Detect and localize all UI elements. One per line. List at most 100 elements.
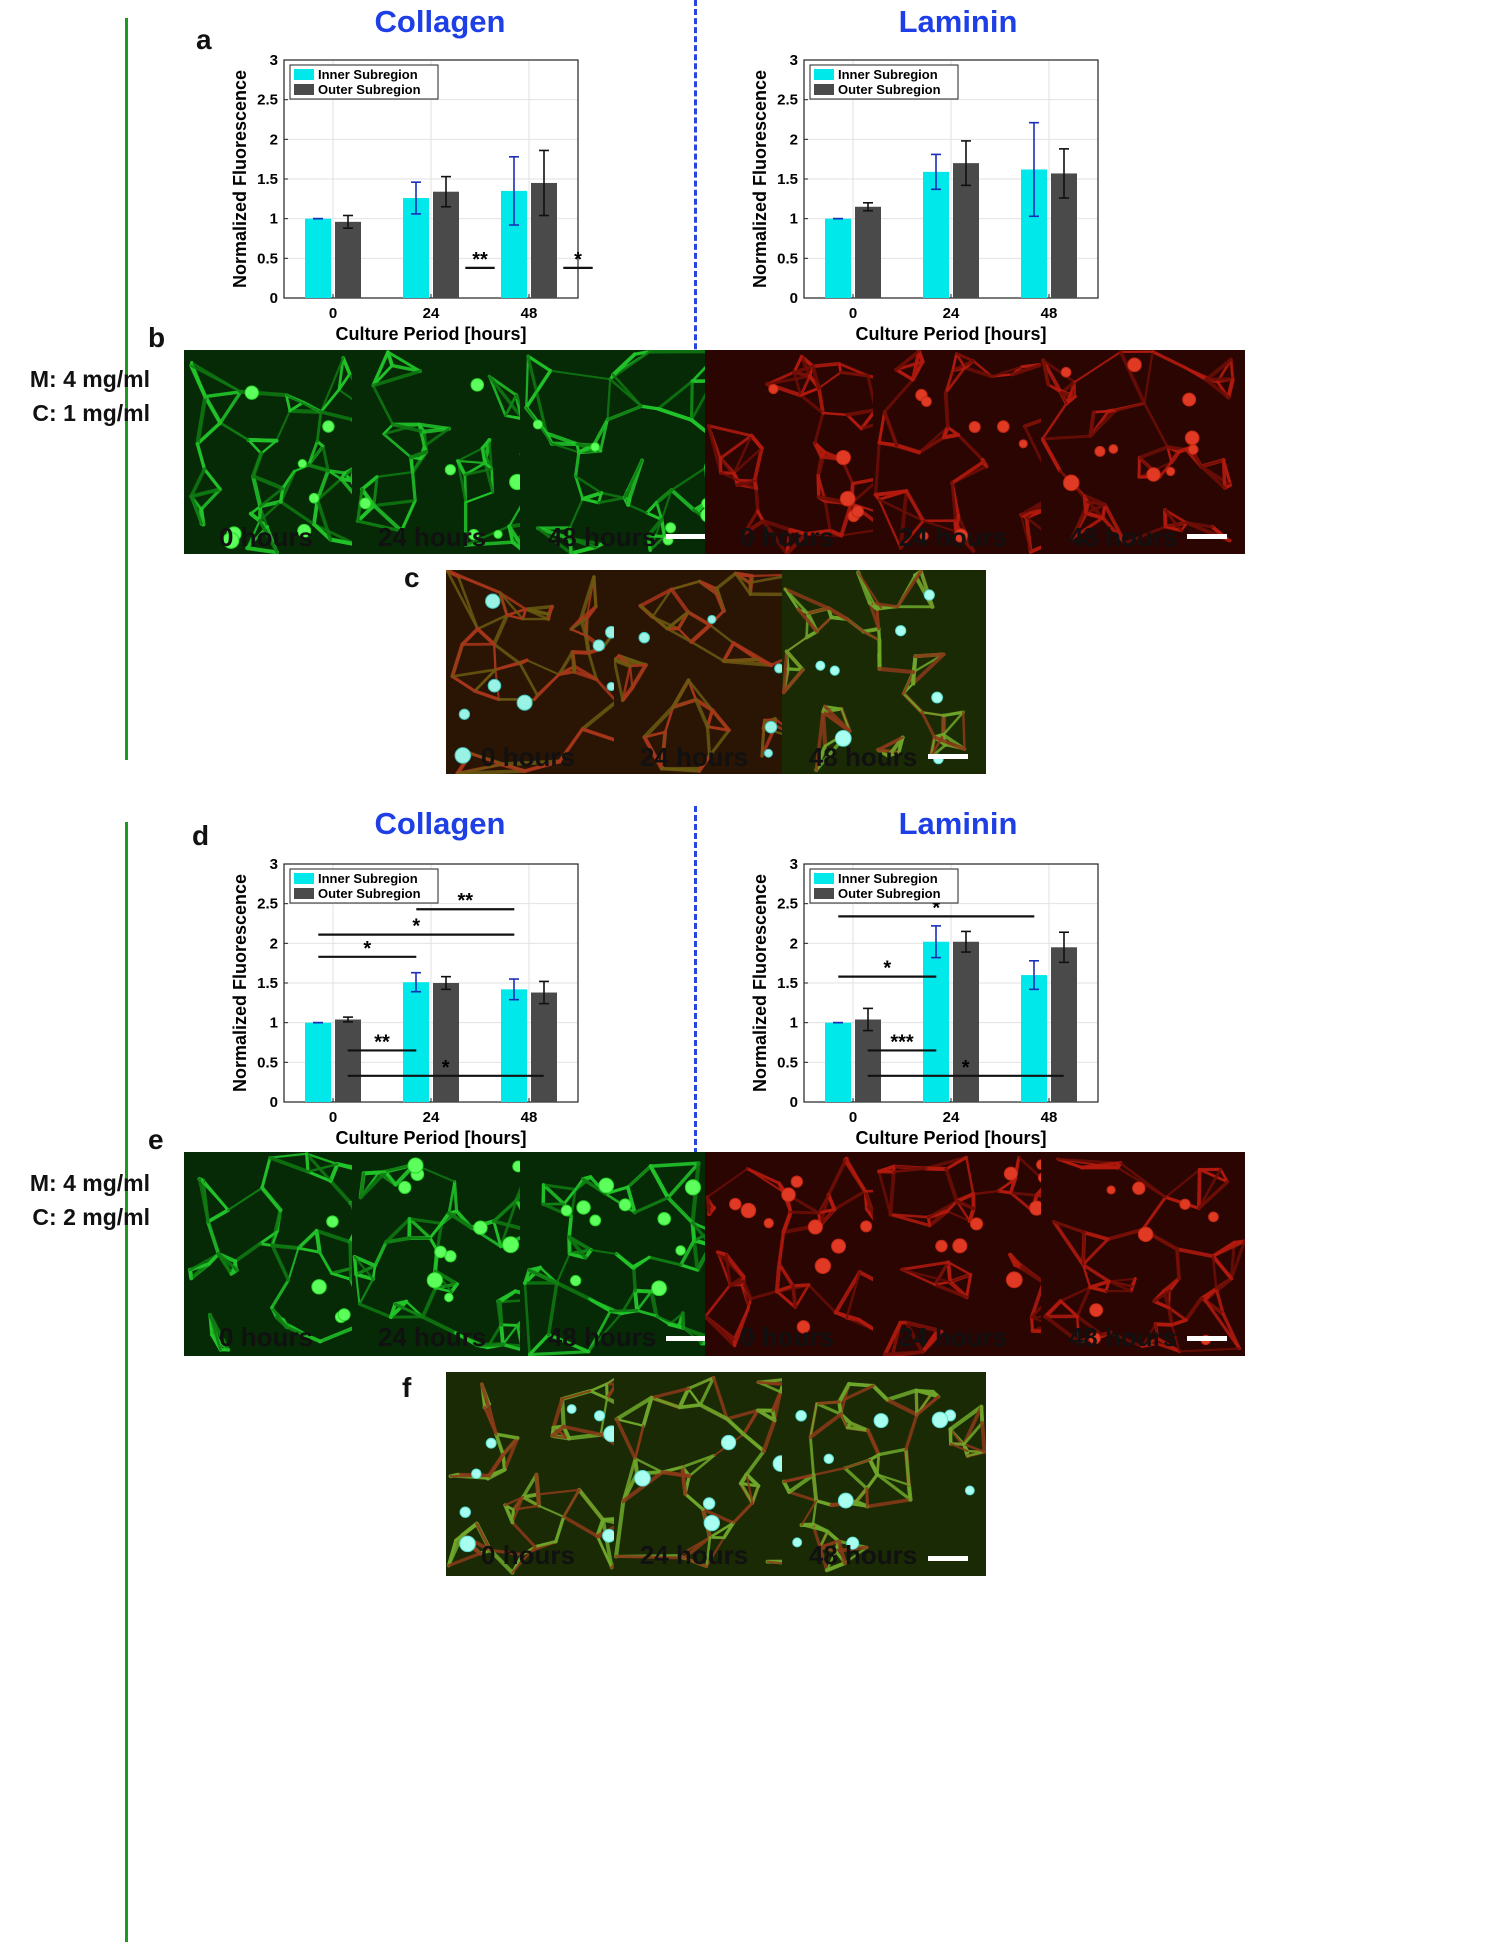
matrix-fiber	[1175, 1247, 1215, 1259]
matrix-fiber	[535, 673, 561, 697]
matrix-fiber	[705, 725, 731, 732]
matrix-fiber	[744, 1472, 761, 1488]
matrix-fiber	[198, 1177, 230, 1212]
cell	[407, 1157, 424, 1174]
cell	[702, 1497, 716, 1510]
chart-d-laminin: 0 0.5 1 1.5 2 2.5 3 0 24 48 * * *** * Inner Subregion O…	[748, 856, 1108, 1152]
matrix-fiber	[678, 1403, 702, 1409]
matrix-fiber	[1140, 1342, 1159, 1348]
matrix-fiber	[898, 489, 909, 550]
matrix-fiber	[1229, 1239, 1245, 1281]
matrix-fiber	[944, 366, 967, 395]
cell	[1062, 474, 1080, 492]
matrix-fiber	[450, 668, 497, 678]
cell	[895, 625, 907, 637]
matrix-fiber	[756, 657, 774, 668]
matrix-fiber	[724, 1253, 732, 1287]
matrix-fiber	[450, 642, 464, 679]
matrix-fiber	[557, 670, 576, 676]
bar-outer	[335, 221, 361, 298]
matrix-fiber	[278, 486, 285, 504]
matrix-fiber	[326, 469, 347, 475]
matrix-fiber	[492, 613, 509, 647]
micrograph-laminin-48h-2	[1041, 1152, 1245, 1356]
matrix-fiber	[574, 450, 581, 478]
cell	[322, 420, 335, 433]
cell	[1089, 1303, 1104, 1318]
matrix-fiber	[843, 1158, 868, 1194]
matrix-fiber	[1152, 1299, 1171, 1310]
matrix-fiber	[476, 613, 509, 631]
matrix-fiber	[503, 1503, 515, 1525]
cell	[1165, 466, 1176, 477]
matrix-fiber	[813, 442, 823, 458]
cell	[921, 396, 932, 407]
matrix-fiber	[660, 518, 666, 538]
matrix-fiber	[1197, 1167, 1222, 1210]
matrix-fiber	[501, 1324, 519, 1346]
matrix-fiber	[914, 1388, 941, 1399]
cell	[1208, 1211, 1219, 1223]
matrix-fiber	[500, 1323, 519, 1327]
matrix-fiber	[371, 369, 423, 388]
matrix-fiber	[297, 1246, 322, 1254]
caption-b-collagen-48h: 48 hours	[547, 522, 657, 552]
matrix-fiber	[312, 522, 333, 542]
matrix-fiber	[527, 1268, 559, 1285]
matrix-fiber	[371, 1264, 377, 1281]
matrix-fiber	[354, 1273, 375, 1281]
cell	[831, 1238, 847, 1254]
matrix-fiber	[499, 1322, 505, 1347]
matrix-fiber	[877, 736, 904, 752]
cell	[964, 1485, 975, 1496]
matrix-fiber	[832, 1189, 867, 1211]
matrix-fiber	[1199, 458, 1225, 468]
matrix-fiber	[1163, 508, 1183, 532]
matrix-fiber	[615, 1418, 645, 1427]
matrix-fiber	[924, 1155, 969, 1171]
matrix-fiber	[810, 364, 821, 391]
matrix-fiber	[549, 369, 612, 381]
matrix-fiber	[1229, 358, 1235, 381]
cell	[308, 492, 320, 504]
matrix-fiber	[464, 525, 511, 547]
matrix-fiber	[671, 678, 691, 710]
matrix-fiber	[555, 1252, 571, 1284]
panel-label-b: b	[148, 322, 166, 353]
matrix-fiber	[319, 388, 341, 414]
matrix-fiber	[705, 725, 712, 758]
matrix-fiber	[839, 501, 854, 538]
y-tick-label: 0	[270, 1094, 278, 1111]
matrix-fiber	[303, 1333, 322, 1344]
cell	[566, 1404, 577, 1414]
cell	[1003, 1166, 1018, 1181]
matrix-fiber	[189, 363, 208, 399]
matrix-fiber	[633, 1288, 654, 1294]
scale-bar	[928, 754, 968, 759]
matrix-fiber	[487, 374, 507, 418]
matrix-fiber	[1197, 1167, 1202, 1211]
matrix-fiber	[1092, 409, 1117, 414]
y-tick-label: 3	[270, 856, 278, 873]
caption-f-0h: 0 hours	[481, 1540, 575, 1570]
matrix-fiber	[1059, 390, 1078, 399]
cell	[684, 1179, 701, 1196]
cell	[935, 1239, 948, 1253]
matrix-fiber	[319, 410, 355, 422]
matrix-fiber	[258, 519, 279, 554]
matrix-fiber	[1041, 434, 1092, 441]
matrix-fiber	[554, 1280, 592, 1301]
matrix-fiber	[504, 1495, 525, 1507]
matrix-fiber	[1041, 358, 1051, 387]
matrix-fiber	[1073, 350, 1122, 384]
y-axis-label: Normalized Fluorescence	[230, 874, 250, 1092]
matrix-fiber	[638, 604, 669, 631]
matrix-fiber	[885, 1397, 919, 1417]
matrix-fiber	[521, 607, 528, 621]
significance-label: **	[374, 1031, 390, 1053]
matrix-fiber	[588, 1389, 609, 1400]
panel-label-e: e	[148, 1124, 164, 1155]
matrix-fiber	[446, 1211, 474, 1230]
matrix-fiber	[800, 1523, 829, 1533]
matrix-fiber	[588, 1297, 612, 1313]
